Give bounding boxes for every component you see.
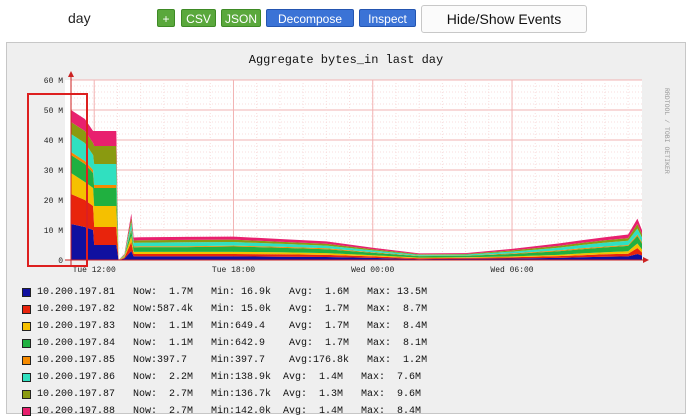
csv-button[interactable]: CSV [181, 9, 216, 27]
x-tick-label: Tue 12:00 [73, 266, 116, 275]
x-tick-label: Wed 00:00 [351, 266, 394, 275]
legend-swatch [22, 339, 31, 348]
toolbar: day + CSV JSON Decompose Inspect Hide/Sh… [0, 0, 695, 40]
series-area-10.200.197.84 [71, 155, 642, 260]
y-tick-label: 10 M [44, 227, 63, 236]
legend-row: 10.200.197.84 Now: 1.1M Min:642.9 Avg: 1… [22, 335, 542, 352]
y-tick-label: 40 M [44, 137, 63, 146]
y-tick-label: 60 M [44, 77, 63, 86]
inspect-button[interactable]: Inspect [359, 9, 416, 27]
add-button[interactable]: + [157, 9, 175, 27]
legend-row: 10.200.197.81 Now: 1.7M Min: 16.9k Avg: … [22, 284, 542, 301]
legend-swatch [22, 288, 31, 297]
legend-swatch [22, 407, 31, 416]
x-tick-labels: Tue 12:00 Tue 18:00 Wed 00:00 Wed 06:00 [73, 266, 534, 275]
y-tick-label: 50 M [44, 107, 63, 116]
chart-watermark: RRDTOOL / TOBI OETIKER [663, 88, 670, 174]
legend-row: 10.200.197.83 Now: 1.1M Min:649.4 Avg: 1… [22, 318, 542, 335]
legend-swatch [22, 322, 31, 331]
legend-row: 10.200.197.85 Now:397.7 Min:397.7 Avg:17… [22, 352, 542, 369]
y-tick-labels: 0 10 M 20 M 30 M 40 M 50 M 60 M [44, 77, 63, 266]
legend-swatch [22, 373, 31, 382]
decompose-button[interactable]: Decompose [266, 9, 354, 27]
series-area-10.200.197.82 [71, 194, 642, 260]
legend-swatch [22, 356, 31, 365]
legend-row: 10.200.197.87 Now: 2.7M Min:136.7k Avg: … [22, 386, 542, 403]
legend-text: 10.200.197.81 Now: 1.7M Min: 16.9k Avg: … [37, 287, 428, 298]
series-area-10.200.197.81 [71, 224, 642, 260]
legend-text: 10.200.197.88 Now: 2.7M Min:142.0k Avg: … [37, 406, 422, 417]
x-tick-label: Tue 18:00 [212, 266, 255, 275]
y-tick-label: 30 M [44, 167, 63, 176]
legend-row: 10.200.197.88 Now: 2.7M Min:142.0k Avg: … [22, 403, 542, 420]
legend-text: 10.200.197.86 Now: 2.2M Min:138.9k Avg: … [37, 372, 422, 383]
y-tick-label: 0 [58, 257, 63, 266]
legend-text: 10.200.197.87 Now: 2.7M Min:136.7k Avg: … [37, 389, 422, 400]
legend-row: 10.200.197.82 Now:587.4k Min: 15.0k Avg:… [22, 301, 542, 318]
series-area-10.200.197.86 [71, 134, 642, 260]
json-button[interactable]: JSON [221, 9, 261, 27]
legend-swatch [22, 390, 31, 399]
legend: 10.200.197.81 Now: 1.7M Min: 16.9k Avg: … [22, 284, 542, 420]
series-areas [71, 110, 642, 260]
hide-show-events-button[interactable]: Hide/Show Events [421, 5, 587, 33]
legend-text: 10.200.197.85 Now:397.7 Min:397.7 Avg:17… [37, 355, 428, 366]
stacked-area-chart: Aggregate bytes_in last day RRDTOOL / TO… [27, 53, 670, 275]
y-tick-label: 20 M [44, 197, 63, 206]
highlight-box [27, 93, 88, 267]
legend-text: 10.200.197.84 Now: 1.1M Min:642.9 Avg: 1… [37, 338, 428, 349]
legend-row: 10.200.197.86 Now: 2.2M Min:138.9k Avg: … [22, 369, 542, 386]
legend-text: 10.200.197.82 Now:587.4k Min: 15.0k Avg:… [37, 304, 428, 315]
legend-text: 10.200.197.83 Now: 1.1M Min:649.4 Avg: 1… [37, 321, 428, 332]
period-label: day [68, 10, 91, 26]
legend-swatch [22, 305, 31, 314]
x-tick-label: Wed 06:00 [490, 266, 533, 275]
axes [65, 71, 649, 265]
chart-title: Aggregate bytes_in last day [249, 53, 443, 67]
